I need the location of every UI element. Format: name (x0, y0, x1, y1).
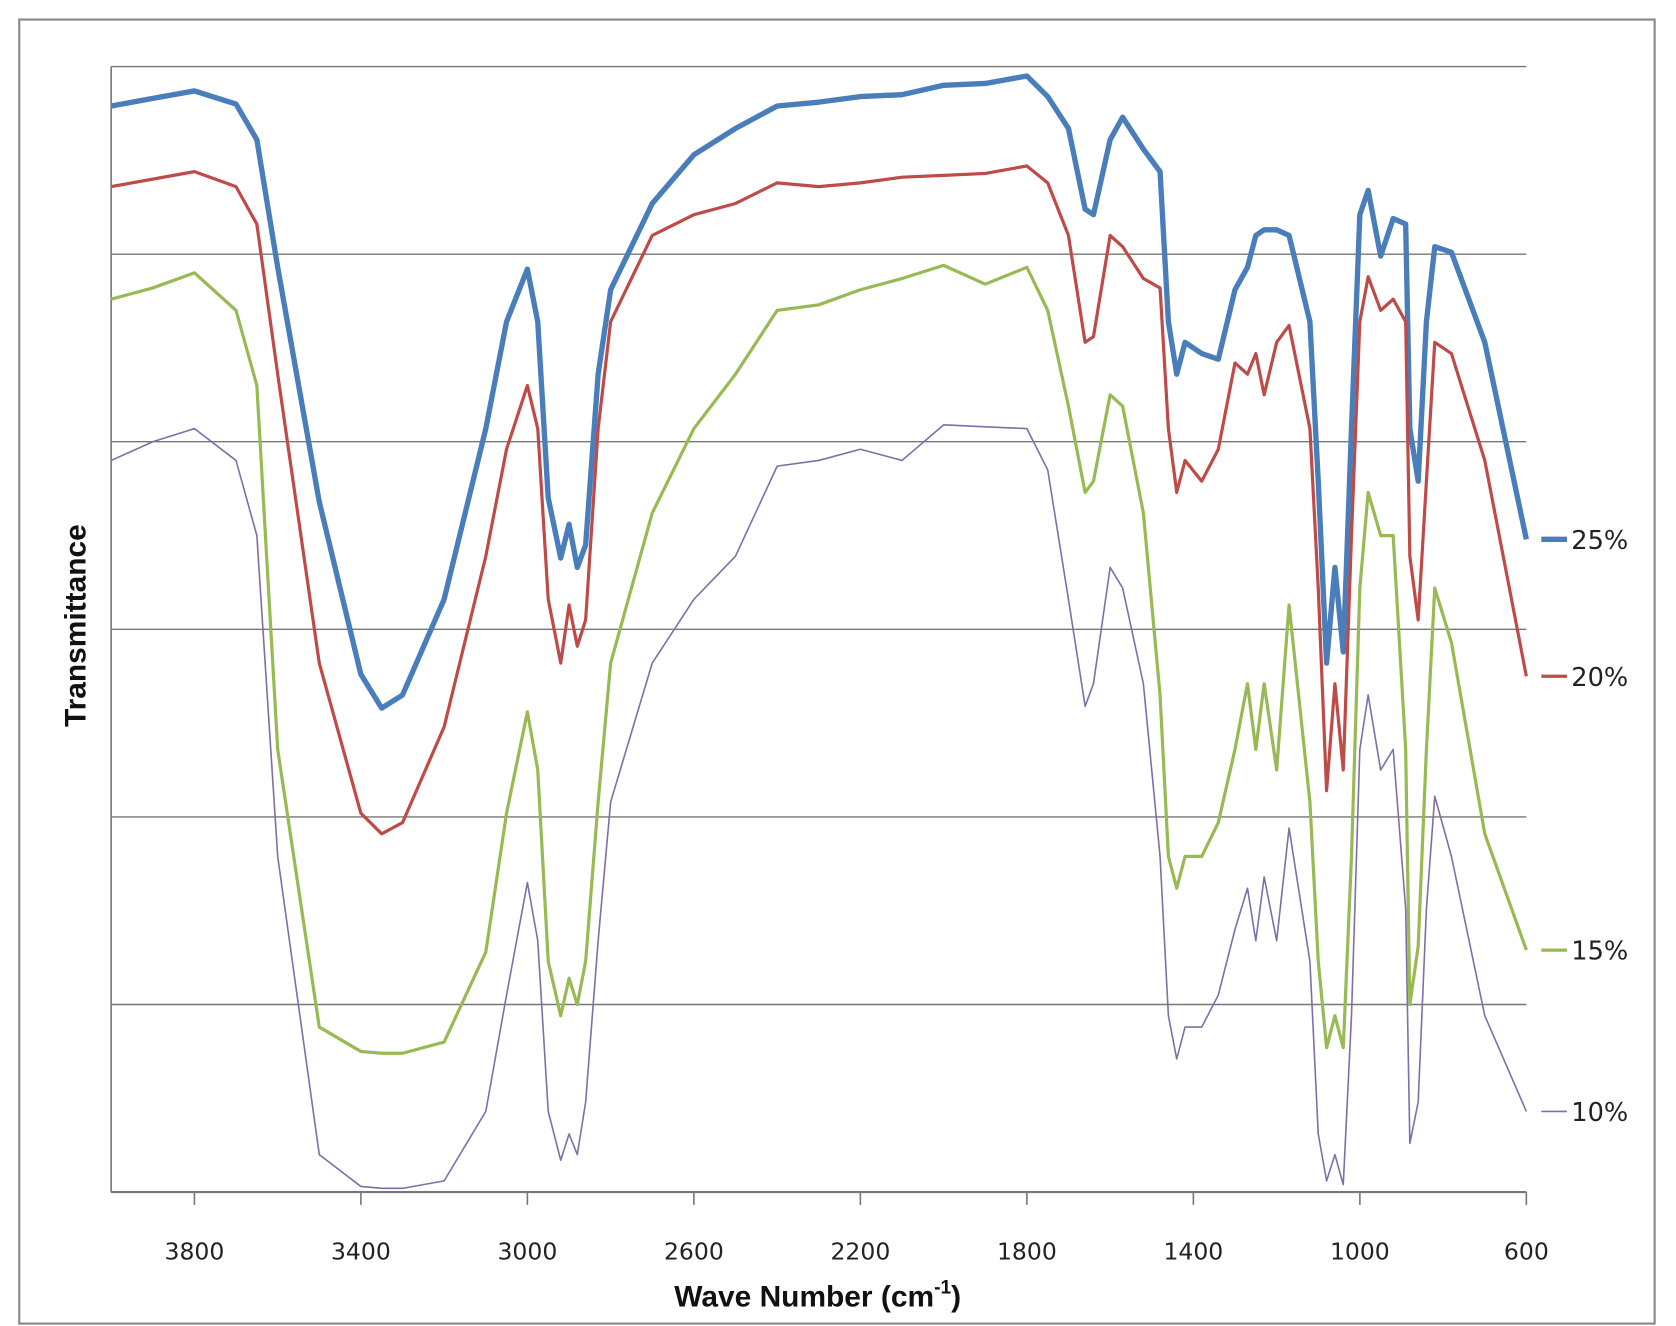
y-axis-label: Transmittance (60, 524, 93, 727)
chart-frame (18, 18, 1656, 1325)
x-axis-label-end: ) (951, 1280, 961, 1313)
legend: 25% 20% 15% 10% (1541, 526, 1628, 1128)
x-tick-label: 1000 (1330, 1237, 1390, 1265)
x-tick-label: 600 (1504, 1237, 1549, 1265)
x-tick-label: 1400 (1163, 1237, 1223, 1265)
x-axis-label-main: Wave Number (cm (674, 1280, 934, 1313)
legend-label: 10% (1571, 1098, 1628, 1128)
x-tick-label: 2200 (830, 1237, 890, 1265)
x-tick-label: 2600 (664, 1237, 724, 1265)
series-line-10pct (110, 424, 1528, 1190)
x-axis-label: Wave Number (cm-1) (674, 1278, 961, 1314)
axes: 3800 3400 3000 2600 2200 1800 1400 1000 600 (110, 66, 1549, 1265)
x-axis-label-sup: -1 (934, 1278, 951, 1299)
series-line-20pct (110, 164, 1528, 836)
series-line-15pct (110, 263, 1528, 1055)
legend-label: 20% (1571, 663, 1628, 693)
legend-label: 25% (1571, 526, 1628, 556)
series-line-25pct (110, 73, 1529, 711)
x-tick-label: 3800 (165, 1237, 225, 1265)
series-lines (110, 73, 1529, 1190)
x-tick-label: 3400 (331, 1237, 391, 1265)
x-tick-label: 1800 (997, 1237, 1057, 1265)
x-tick-label: 3000 (497, 1237, 557, 1265)
legend-label: 15% (1571, 937, 1628, 967)
